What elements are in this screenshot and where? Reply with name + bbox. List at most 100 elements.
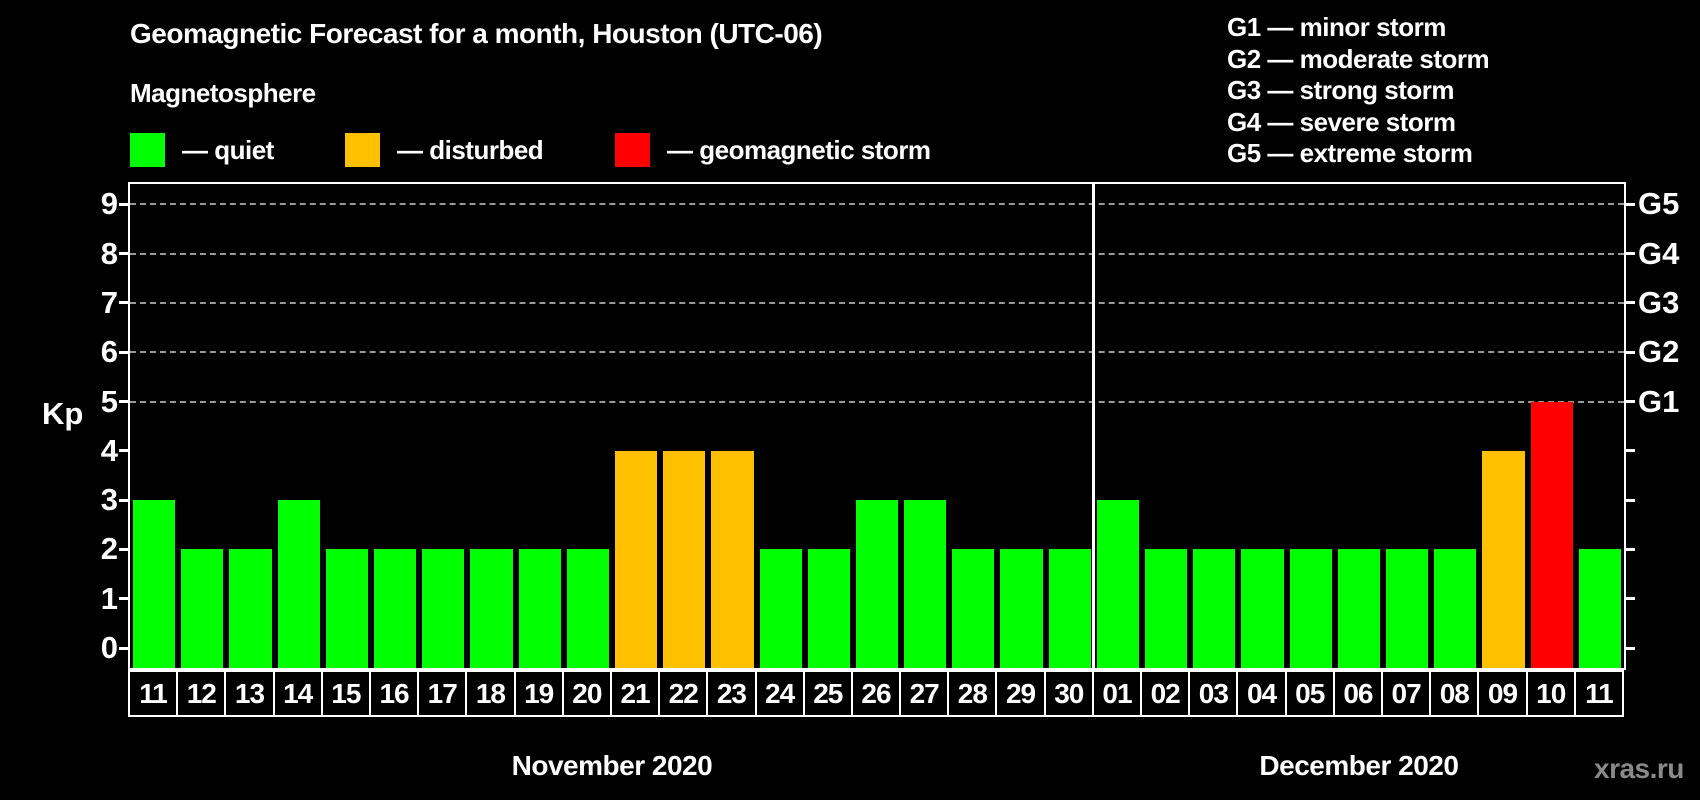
kp-bar-day-28 xyxy=(952,549,995,668)
day-box-13: 13 xyxy=(224,670,275,717)
y-label-4: 4 xyxy=(100,432,118,468)
gridline-kp7 xyxy=(130,301,1624,304)
day-box-23: 23 xyxy=(706,670,757,717)
g-scale-legend: G1 — minor storm G2 — moderate storm G3 … xyxy=(1227,12,1490,170)
gridline-kp9 xyxy=(130,203,1624,206)
kp-bar-day-18 xyxy=(470,549,513,668)
day-box-08: 08 xyxy=(1429,670,1480,717)
day-box-07: 07 xyxy=(1381,670,1432,717)
kp-bar-day-19 xyxy=(518,549,561,668)
day-box-19: 19 xyxy=(513,670,564,717)
right-tick-kp2 xyxy=(1626,547,1635,551)
y-label-2: 2 xyxy=(100,531,118,567)
gridline-kp6 xyxy=(130,351,1624,354)
kp-bar-day-01 xyxy=(1096,500,1140,668)
left-tick-kp6 xyxy=(119,350,128,354)
kp-bar-day-06 xyxy=(1337,549,1381,668)
month-label-november: November 2020 xyxy=(511,750,713,781)
kp-bar-day-13 xyxy=(229,549,272,668)
day-box-06: 06 xyxy=(1332,670,1384,717)
kp-bar-day-08 xyxy=(1434,549,1477,668)
day-box-04: 04 xyxy=(1236,670,1287,717)
right-tick-kp6 xyxy=(1626,350,1635,354)
day-box-30: 30 xyxy=(1043,670,1094,717)
chart-title: Geomagnetic Forecast for a month, Housto… xyxy=(130,18,823,49)
storm-color-swatch xyxy=(615,133,650,167)
kp-bar-day-22 xyxy=(663,450,706,668)
left-tick-kp7 xyxy=(119,301,128,305)
y-label-5: 5 xyxy=(100,383,118,419)
left-tick-kp1 xyxy=(119,597,128,601)
kp-bar-day-14 xyxy=(277,500,320,668)
magnetosphere-label: Magnetosphere xyxy=(130,78,316,108)
day-box-24: 24 xyxy=(754,670,805,717)
disturbed-color-swatch xyxy=(345,133,380,167)
legend-label-storm: — geomagnetic storm xyxy=(667,134,931,165)
kp-bar-day-30 xyxy=(1048,549,1091,668)
y-label-7: 7 xyxy=(100,284,118,320)
kp-bar-day-03 xyxy=(1193,549,1236,668)
day-box-15: 15 xyxy=(320,670,371,717)
day-box-11: 11 xyxy=(1573,670,1624,717)
day-box-28: 28 xyxy=(947,670,998,717)
kp-bar-day-17 xyxy=(422,549,465,668)
g-label-G1: G1 xyxy=(1638,383,1680,419)
y-label-3: 3 xyxy=(100,482,118,518)
legend-item-disturbed: — disturbed xyxy=(345,133,544,167)
left-tick-kp4 xyxy=(119,449,128,453)
y-label-6: 6 xyxy=(100,334,118,370)
g-legend-line-3: G3 — strong storm xyxy=(1227,75,1454,105)
kp-bar-day-21 xyxy=(614,450,658,668)
kp-bar-day-16 xyxy=(373,549,417,668)
kp-bar-day-20 xyxy=(566,549,609,668)
kp-bar-day-23 xyxy=(711,450,754,668)
right-tick-kp3 xyxy=(1626,498,1635,502)
day-box-16: 16 xyxy=(368,670,420,717)
right-tick-kp8 xyxy=(1626,252,1635,256)
month-label-december: December 2020 xyxy=(1259,750,1459,781)
kp-bar-day-02 xyxy=(1145,549,1188,668)
kp-bar-day-15 xyxy=(325,549,368,668)
day-box-22: 22 xyxy=(658,670,709,717)
right-tick-kp0 xyxy=(1626,646,1635,650)
kp-bar-day-11 xyxy=(1578,549,1621,668)
legend-item-storm: — geomagnetic storm xyxy=(615,133,931,167)
xras-watermark: xras.ru xyxy=(1594,753,1684,784)
kp-bar-day-26 xyxy=(855,500,899,668)
day-box-21: 21 xyxy=(609,670,661,717)
kp-bar-day-07 xyxy=(1386,549,1429,668)
kp-bar-day-25 xyxy=(807,549,850,668)
left-tick-kp9 xyxy=(119,202,128,206)
g-legend-line-4: G4 — severe storm xyxy=(1227,106,1456,137)
day-box-12: 12 xyxy=(176,670,227,717)
g-label-G2: G2 xyxy=(1638,334,1680,370)
right-tick-kp9 xyxy=(1626,202,1635,206)
kp-bar-day-09 xyxy=(1482,450,1525,668)
day-box-20: 20 xyxy=(561,670,612,717)
legend-item-quiet: — quiet xyxy=(130,133,274,167)
month-divider xyxy=(1092,184,1096,668)
day-box-10: 10 xyxy=(1525,670,1576,717)
day-box-02: 02 xyxy=(1140,670,1191,717)
kp-bar-day-24 xyxy=(759,549,802,668)
g-label-G4: G4 xyxy=(1638,235,1680,271)
kp-bar-day-12 xyxy=(181,549,224,668)
day-box-29: 29 xyxy=(995,670,1046,717)
day-box-14: 14 xyxy=(272,670,323,717)
g-legend-line-1: G1 — minor storm xyxy=(1227,12,1446,42)
day-box-26: 26 xyxy=(850,670,902,717)
day-box-27: 27 xyxy=(899,670,950,717)
legend-label-disturbed: — disturbed xyxy=(397,134,544,165)
legend-label-quiet: — quiet xyxy=(182,134,274,165)
y-label-1: 1 xyxy=(100,580,118,616)
day-box-25: 25 xyxy=(802,670,853,717)
y-axis-title: Kp xyxy=(42,396,84,431)
left-tick-kp2 xyxy=(119,547,128,551)
day-box-11: 11 xyxy=(128,670,179,717)
gridline-kp5 xyxy=(130,400,1624,403)
kp-bar-day-11 xyxy=(133,500,176,668)
day-box-17: 17 xyxy=(417,670,468,717)
kp-bar-day-29 xyxy=(1000,549,1043,668)
g-label-G5: G5 xyxy=(1638,186,1680,222)
